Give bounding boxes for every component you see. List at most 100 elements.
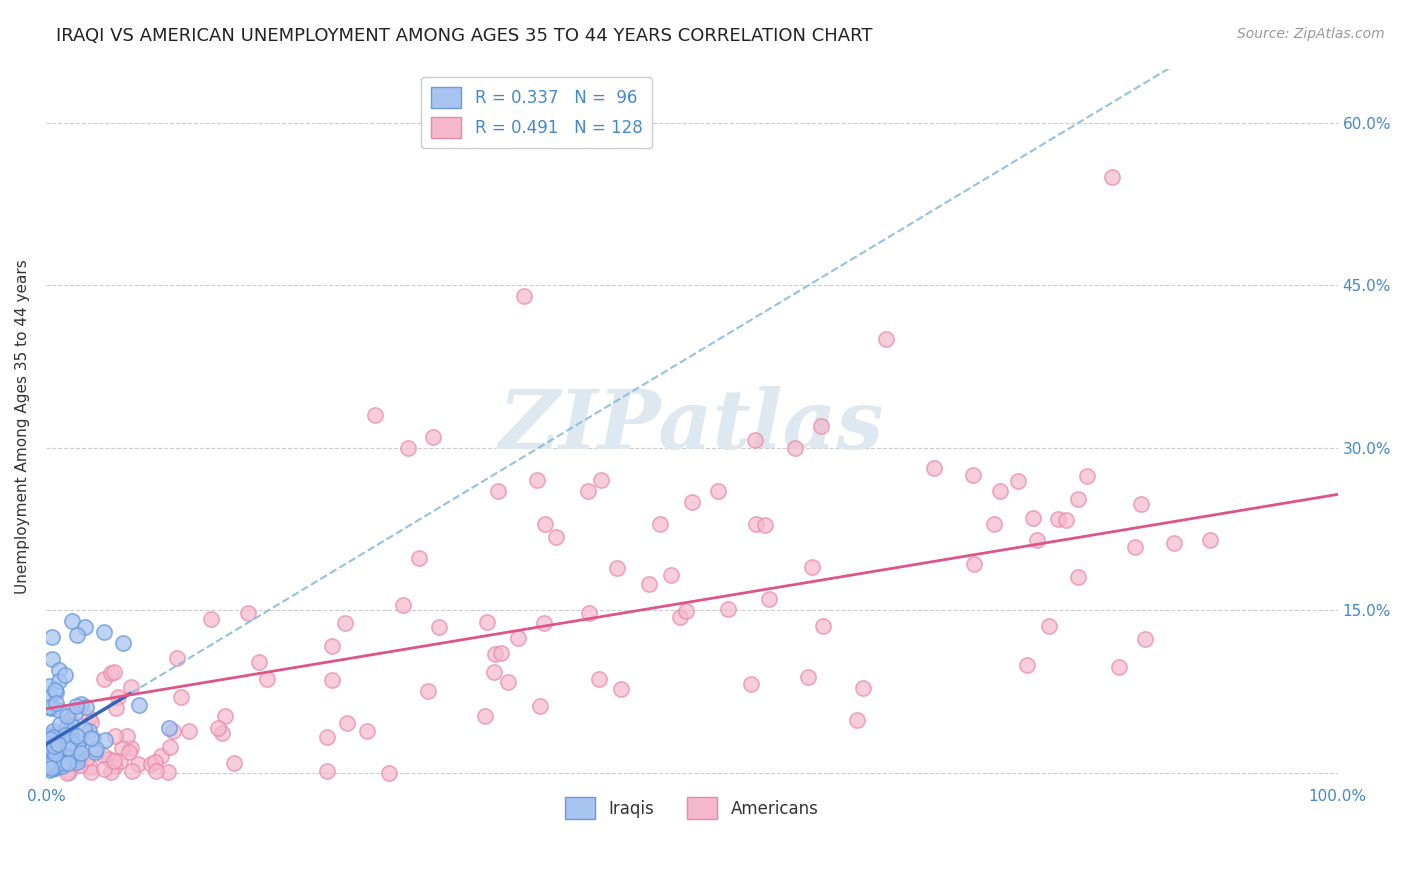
Point [675, 604, 697, 618]
Point [256, 672, 278, 686]
Point [1067, 491, 1090, 506]
Point [79, 760, 101, 774]
Point [811, 619, 834, 633]
Point [53, 668, 76, 682]
Point [506, 631, 529, 645]
Point [1108, 660, 1130, 674]
Point [70, 746, 93, 760]
Point [1199, 533, 1222, 548]
Point [526, 473, 548, 487]
Point [159, 739, 181, 754]
Point [44, 759, 66, 773]
Point [588, 672, 610, 686]
Point [988, 484, 1011, 499]
Point [875, 333, 897, 347]
Point [408, 550, 430, 565]
Point [489, 647, 512, 661]
Point [51, 759, 73, 773]
Point [38, 679, 60, 693]
Point [744, 434, 766, 448]
Point [39, 731, 62, 746]
Point [60, 748, 83, 763]
Point [41, 652, 63, 666]
Point [77, 724, 100, 739]
Point [59, 735, 82, 749]
Point [45, 747, 67, 761]
Point [496, 675, 519, 690]
Point [922, 460, 945, 475]
Point [80, 764, 103, 779]
Point [69, 758, 91, 772]
Point [39, 761, 62, 775]
Point [316, 731, 339, 745]
Point [51, 748, 73, 763]
Point [578, 484, 600, 499]
Point [49, 716, 72, 731]
Point [120, 680, 142, 694]
Point [1047, 512, 1070, 526]
Point [59, 714, 82, 728]
Point [65, 749, 87, 764]
Point [486, 484, 509, 499]
Point [578, 607, 600, 621]
Point [112, 636, 135, 650]
Point [661, 568, 683, 582]
Point [38, 737, 60, 751]
Point [48, 663, 70, 677]
Point [60, 734, 83, 748]
Point [94, 733, 117, 747]
Point [38, 741, 60, 756]
Point [38, 690, 60, 704]
Point [610, 682, 633, 697]
Point [67, 750, 90, 764]
Point [475, 615, 498, 630]
Point [1101, 169, 1123, 184]
Point [166, 651, 188, 665]
Point [797, 670, 820, 684]
Point [118, 745, 141, 759]
Point [66, 753, 89, 767]
Point [222, 756, 245, 771]
Point [48, 755, 70, 769]
Point [1129, 497, 1152, 511]
Point [66, 739, 89, 754]
Point [422, 430, 444, 444]
Point [356, 723, 378, 738]
Point [214, 709, 236, 723]
Point [48, 673, 70, 688]
Point [38, 742, 60, 756]
Point [41, 700, 63, 714]
Point [1026, 533, 1049, 547]
Point [1076, 469, 1098, 483]
Point [42, 755, 65, 769]
Point [42, 724, 65, 739]
Point [79, 731, 101, 745]
Point [706, 484, 728, 499]
Point [37, 759, 59, 773]
Point [41, 631, 63, 645]
Point [66, 628, 89, 642]
Point [139, 757, 162, 772]
Point [39, 701, 62, 715]
Point [100, 666, 122, 681]
Point [156, 764, 179, 779]
Point [91, 748, 114, 763]
Point [37, 739, 59, 754]
Point [60, 724, 83, 739]
Point [44, 747, 66, 762]
Point [93, 672, 115, 686]
Point [150, 749, 173, 764]
Point [1015, 657, 1038, 672]
Point [200, 612, 222, 626]
Point [247, 655, 270, 669]
Point [62, 756, 84, 770]
Point [42, 761, 65, 775]
Point [45, 759, 67, 773]
Point [429, 620, 451, 634]
Point [143, 756, 166, 770]
Point [44, 740, 66, 755]
Point [39, 763, 62, 777]
Point [103, 754, 125, 768]
Point [117, 729, 139, 743]
Point [100, 764, 122, 779]
